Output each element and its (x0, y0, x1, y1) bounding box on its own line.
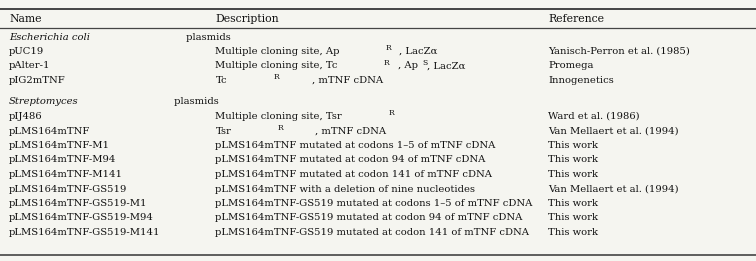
Text: pLMS164mTNF mutated at codons 1–5 of mTNF cDNA: pLMS164mTNF mutated at codons 1–5 of mTN… (215, 141, 496, 150)
Text: R: R (277, 124, 283, 132)
Text: pLMS164mTNF mutated at codon 94 of mTNF cDNA: pLMS164mTNF mutated at codon 94 of mTNF … (215, 156, 486, 164)
Text: pLMS164mTNF-M1: pLMS164mTNF-M1 (9, 141, 110, 150)
Text: This work: This work (548, 213, 598, 222)
Text: pLMS164mTNF-GS519-M141: pLMS164mTNF-GS519-M141 (9, 228, 160, 237)
Text: Tc: Tc (215, 76, 227, 85)
Text: , LacZα: , LacZα (427, 62, 466, 70)
Text: pLMS164mTNF: pLMS164mTNF (9, 127, 91, 135)
Text: R: R (384, 59, 390, 67)
Text: pUC19: pUC19 (9, 47, 45, 56)
Text: pLMS164mTNF-GS519-M1: pLMS164mTNF-GS519-M1 (9, 199, 147, 208)
Text: pLMS164mTNF-GS519 mutated at codon 141 of mTNF cDNA: pLMS164mTNF-GS519 mutated at codon 141 o… (215, 228, 529, 237)
Text: R: R (389, 109, 394, 117)
Text: This work: This work (548, 156, 598, 164)
Text: Streptomyces: Streptomyces (9, 98, 79, 106)
Text: , mTNF cDNA: , mTNF cDNA (315, 127, 386, 135)
Text: Multiple cloning site, Tsr: Multiple cloning site, Tsr (215, 112, 342, 121)
Text: , LacZα: , LacZα (399, 47, 438, 56)
Text: This work: This work (548, 199, 598, 208)
Text: pLMS164mTNF-GS519: pLMS164mTNF-GS519 (9, 185, 128, 193)
Text: Yanisch-Perron et al. (1985): Yanisch-Perron et al. (1985) (548, 47, 690, 56)
Text: Reference: Reference (548, 14, 604, 24)
Text: pLMS164mTNF mutated at codon 141 of mTNF cDNA: pLMS164mTNF mutated at codon 141 of mTNF… (215, 170, 492, 179)
Text: Ward et al. (1986): Ward et al. (1986) (548, 112, 640, 121)
Text: Multiple cloning site, Ap: Multiple cloning site, Ap (215, 47, 340, 56)
Text: S: S (423, 59, 428, 67)
Text: Name: Name (9, 14, 42, 24)
Text: pLMS164mTNF-M141: pLMS164mTNF-M141 (9, 170, 123, 179)
Text: This work: This work (548, 141, 598, 150)
Text: Promega: Promega (548, 62, 593, 70)
Text: pLMS164mTNF with a deletion of nine nucleotides: pLMS164mTNF with a deletion of nine nucl… (215, 185, 476, 193)
Text: R: R (273, 73, 279, 81)
Text: , mTNF cDNA: , mTNF cDNA (312, 76, 383, 85)
Text: plasmids: plasmids (182, 33, 231, 41)
Text: pLMS164mTNF-M94: pLMS164mTNF-M94 (9, 156, 116, 164)
Text: pLMS164mTNF-GS519 mutated at codon 94 of mTNF cDNA: pLMS164mTNF-GS519 mutated at codon 94 of… (215, 213, 523, 222)
Text: plasmids: plasmids (171, 98, 219, 106)
Text: pAlter-1: pAlter-1 (9, 62, 51, 70)
Text: pIG2mTNF: pIG2mTNF (9, 76, 66, 85)
Text: Tsr: Tsr (215, 127, 231, 135)
Text: Van Mellaert et al. (1994): Van Mellaert et al. (1994) (548, 185, 679, 193)
Text: Innogenetics: Innogenetics (548, 76, 614, 85)
Text: Multiple cloning site, Tc: Multiple cloning site, Tc (215, 62, 338, 70)
Text: This work: This work (548, 170, 598, 179)
Text: Van Mellaert et al. (1994): Van Mellaert et al. (1994) (548, 127, 679, 135)
Text: pIJ486: pIJ486 (9, 112, 42, 121)
Text: Description: Description (215, 14, 279, 24)
Text: , Ap: , Ap (398, 62, 418, 70)
Text: pLMS164mTNF-GS519 mutated at codons 1–5 of mTNF cDNA: pLMS164mTNF-GS519 mutated at codons 1–5 … (215, 199, 533, 208)
Text: This work: This work (548, 228, 598, 237)
Text: Escherichia coli: Escherichia coli (9, 33, 90, 41)
Text: R: R (386, 44, 392, 52)
Text: pLMS164mTNF-GS519-M94: pLMS164mTNF-GS519-M94 (9, 213, 154, 222)
